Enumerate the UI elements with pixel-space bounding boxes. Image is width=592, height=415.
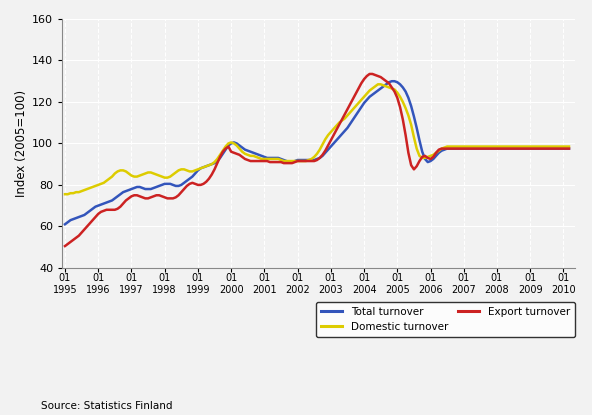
Y-axis label: Index (2005=100): Index (2005=100) [15, 90, 28, 197]
Text: Source: Statistics Finland: Source: Statistics Finland [41, 401, 173, 411]
Legend: Total turnover, Domestic turnover, Export turnover: Total turnover, Domestic turnover, Expor… [316, 302, 575, 337]
